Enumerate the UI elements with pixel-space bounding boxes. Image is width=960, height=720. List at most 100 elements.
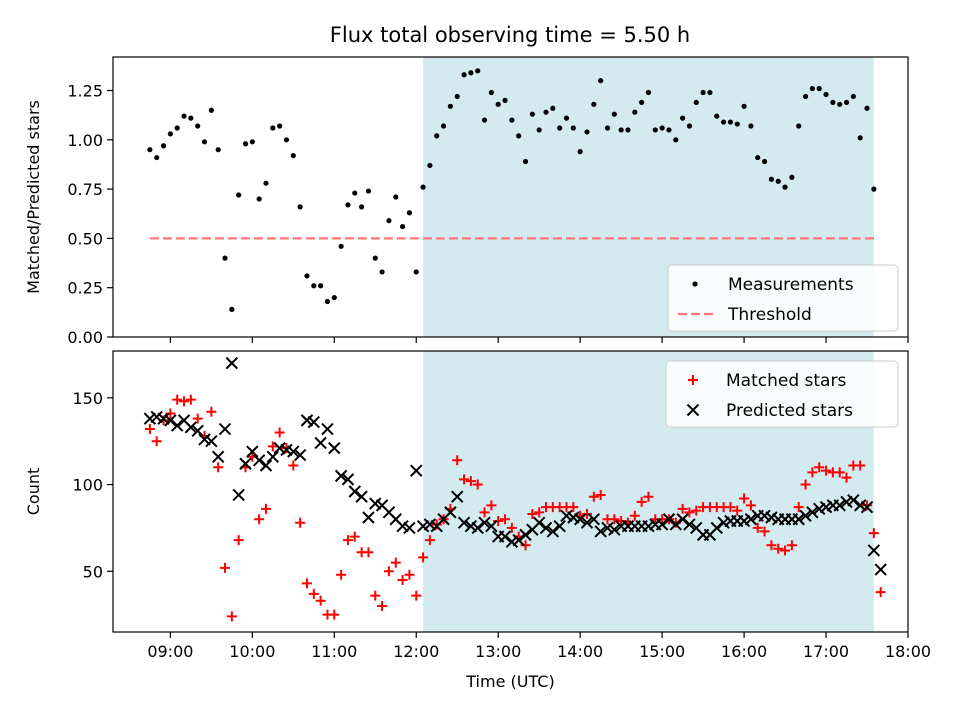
measurement-point <box>693 99 699 105</box>
predicted-stars-point <box>355 490 368 503</box>
measurement-point <box>761 158 768 165</box>
measurement-point <box>673 137 679 143</box>
y-tick-label: 0.50 <box>67 229 103 248</box>
predicted-stars-point <box>451 490 464 503</box>
matched-stars-point <box>868 528 879 539</box>
measurement-point <box>331 294 337 301</box>
matched-stars-point <box>151 436 162 447</box>
predicted-stars-point <box>164 414 177 427</box>
measurement-point <box>632 109 638 115</box>
predicted-stars-point <box>225 356 239 370</box>
predicted-stars-point <box>710 521 723 535</box>
measurement-point <box>509 117 515 123</box>
predicted-stars-point <box>512 533 525 547</box>
measurement-point <box>475 68 481 74</box>
matched-stars-point <box>595 489 606 500</box>
matched-stars-point <box>179 396 190 407</box>
predicted-stars-point <box>867 544 881 557</box>
predicted-stars-point <box>232 488 245 502</box>
matched-stars-point <box>431 519 442 530</box>
matched-stars-point <box>759 526 770 537</box>
measurement-point <box>720 119 727 125</box>
predicted-stars-point <box>471 521 484 535</box>
measurement-point <box>222 255 228 261</box>
y-tick-label: 50 <box>83 562 103 581</box>
measurement-point <box>277 123 283 129</box>
matched-stars-point <box>732 505 743 516</box>
measurement-point <box>536 127 542 133</box>
measurement-point <box>195 123 201 129</box>
y-tick-label: 100 <box>72 476 103 495</box>
matched-stars-point <box>329 609 340 620</box>
measurement-point <box>352 190 358 196</box>
predicted-stars-point <box>806 506 819 519</box>
measurement-point <box>304 273 310 279</box>
predicted-stars-point <box>246 445 259 458</box>
measurement-point <box>447 103 453 109</box>
predicted-stars-point <box>847 493 860 507</box>
predicted-stars-point <box>307 415 321 429</box>
measurement-point <box>167 131 173 137</box>
measurement-point <box>311 283 317 289</box>
measurement-point <box>809 85 815 92</box>
matched-stars-point <box>213 462 224 473</box>
measurement-point <box>570 125 576 131</box>
legend-label: Predicted stars <box>726 401 853 421</box>
x-tick-label: 10:00 <box>229 642 275 661</box>
x-tick-label: 13:00 <box>475 642 521 661</box>
measurement-point <box>283 137 290 143</box>
measurement-point <box>440 123 447 129</box>
x-tick-label: 11:00 <box>311 642 357 661</box>
predicted-stars-point <box>676 513 689 526</box>
predicted-stars-point <box>457 516 471 529</box>
matched-stars-point <box>267 441 278 452</box>
legend-marker <box>688 375 698 385</box>
series-predicted-stars <box>143 356 887 576</box>
matched-stars-point <box>165 408 176 419</box>
measurement-point <box>598 78 604 84</box>
predicted-stars-point <box>362 511 375 524</box>
measurement-point <box>379 269 385 275</box>
measurement-point <box>386 218 392 224</box>
axes-frame <box>112 56 909 338</box>
measurement-point <box>215 147 221 153</box>
matched-stars-point <box>568 502 579 513</box>
matched-stars-point <box>725 502 736 513</box>
measurement-point <box>481 117 488 123</box>
measurement-point <box>324 298 331 305</box>
matched-stars-point <box>295 517 306 528</box>
matched-stars-point <box>233 535 244 546</box>
measurement-point <box>639 99 645 105</box>
legend-box <box>667 264 899 332</box>
matched-stars-point <box>192 413 203 424</box>
measurement-point <box>584 129 590 135</box>
measurement-point <box>680 115 686 121</box>
measurement-point <box>734 121 740 127</box>
measurement-point <box>290 152 296 159</box>
axes-frame <box>112 350 909 633</box>
measurement-point <box>557 125 563 131</box>
matched-stars-point <box>288 460 299 471</box>
matched-stars-point <box>793 502 804 513</box>
matched-stars-point <box>855 460 866 471</box>
y-axis-label: Count <box>24 468 43 516</box>
matched-stars-point <box>643 491 654 502</box>
predicted-stars-point <box>293 448 307 462</box>
measurement-point <box>256 196 262 202</box>
measurement-point <box>755 154 761 161</box>
predicted-stars-point <box>328 441 341 455</box>
predicted-stars-point <box>799 509 812 522</box>
measurement-point <box>365 188 372 194</box>
series-measurements <box>147 68 877 312</box>
predicted-stars-point <box>553 519 566 533</box>
predicted-stars-point <box>348 485 361 498</box>
predicted-stars-point <box>655 518 669 531</box>
x-tick-label: 16:00 <box>721 642 767 661</box>
measurement-point <box>796 123 802 129</box>
predicted-stars-point <box>519 528 532 542</box>
y-tick-label: 0.00 <box>67 328 103 347</box>
matched-stars-point <box>677 503 688 514</box>
matched-stars-point <box>636 496 647 507</box>
measurement-point <box>229 306 235 312</box>
predicted-stars-point <box>532 516 546 529</box>
